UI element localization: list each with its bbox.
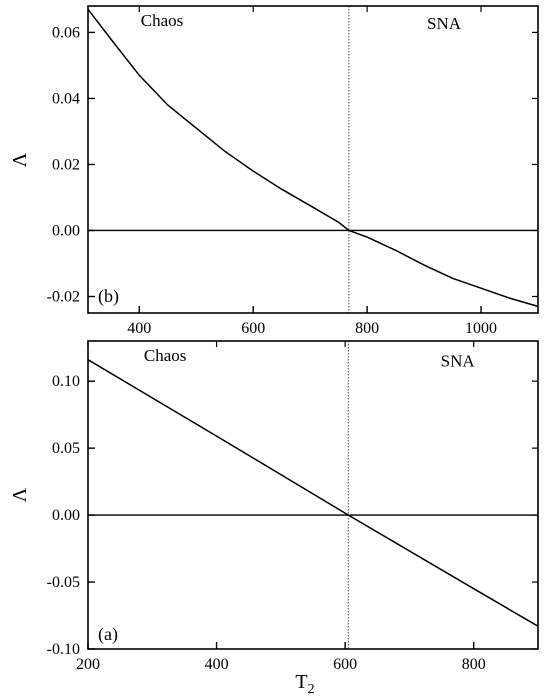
region-label-sna: SNA	[441, 351, 476, 370]
x-axis-label: T2	[295, 671, 314, 696]
panel-label: (b)	[98, 286, 119, 307]
chart-panel-a: 200 400 600 800 -0.10 -0.05 0.00 0.05 0.10 Chao…	[9, 340, 539, 696]
series-group	[87, 359, 539, 627]
y-tick-label: 0.00	[52, 222, 80, 239]
series-group	[87, 8, 539, 308]
y-tick-label: 0.04	[52, 90, 80, 107]
region-labels: Chaos SNA	[141, 11, 462, 33]
region-label-chaos: Chaos	[144, 346, 187, 365]
y-tick-label: 0.00	[52, 507, 80, 524]
x-axis: 200 400 600 800	[76, 341, 486, 673]
plot-frame	[87, 5, 539, 314]
y-tick-label: -0.05	[47, 574, 80, 591]
y-axis-label: Λ	[9, 487, 31, 502]
y-tick-label: -0.02	[47, 288, 80, 305]
region-labels: Chaos SNA	[144, 346, 475, 370]
y-tick-label: 0.10	[52, 373, 80, 390]
reference-lines	[88, 6, 538, 313]
x-tick-label: 600	[241, 320, 265, 337]
y-axis: -0.10 -0.05 0.00 0.05 0.10	[47, 373, 538, 658]
x-axis-label-subscript: 2	[308, 682, 315, 696]
plot-frame	[87, 340, 539, 650]
x-axis-label-main: T	[295, 671, 307, 693]
reference-lines	[88, 341, 538, 649]
region-label-chaos: Chaos	[141, 11, 184, 30]
region-label-sna: SNA	[427, 14, 462, 33]
x-tick-label: 200	[76, 656, 100, 673]
x-tick-label: 400	[205, 656, 229, 673]
x-tick-label: 800	[355, 320, 379, 337]
y-axis: -0.02 0.00 0.02 0.04 0.06	[47, 24, 538, 305]
y-axis-label: Λ	[9, 152, 31, 167]
series-line	[87, 359, 539, 627]
x-tick-label: 1000	[465, 320, 497, 337]
x-tick-label: 400	[127, 320, 151, 337]
y-tick-label: -0.10	[47, 641, 80, 658]
panel-label: (a)	[98, 624, 118, 645]
chart-panel-b: 400 600 800 1000 -0.02 0.00 0.02 0.04 0.06 Chao…	[9, 5, 539, 337]
y-tick-label: 0.05	[52, 440, 80, 457]
y-tick-label: 0.06	[52, 24, 80, 41]
x-tick-label: 600	[333, 656, 357, 673]
series-line	[87, 8, 539, 308]
y-tick-label: 0.02	[52, 156, 80, 173]
x-axis: 400 600 800 1000	[127, 6, 497, 337]
x-tick-label: 800	[462, 656, 486, 673]
